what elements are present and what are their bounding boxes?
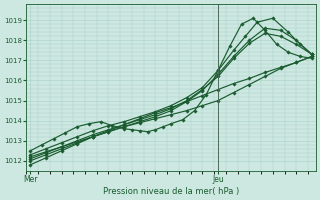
X-axis label: Pression niveau de la mer( hPa ): Pression niveau de la mer( hPa ) (103, 187, 239, 196)
